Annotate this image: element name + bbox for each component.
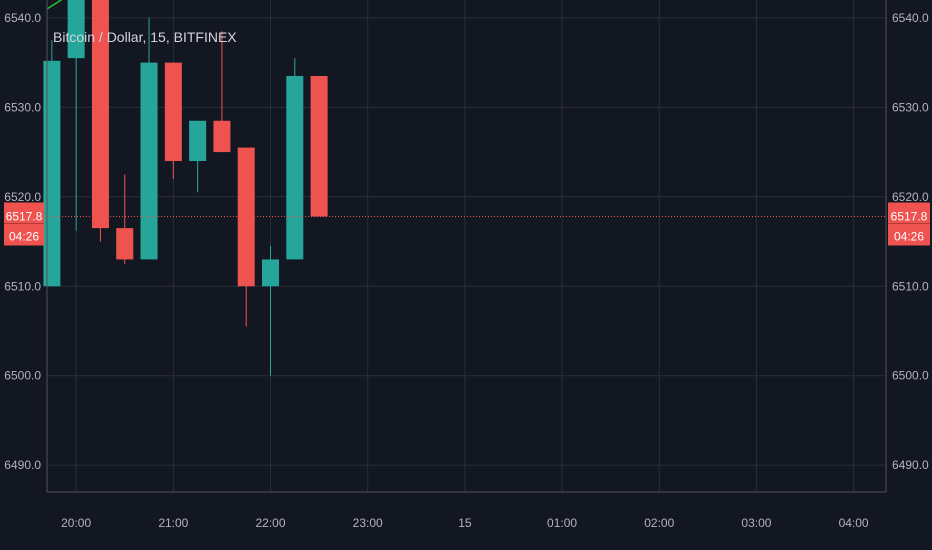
candle-up[interactable] [140, 17, 158, 260]
y-tick-label-right: 6500.0 [892, 369, 929, 383]
candle-body [237, 147, 255, 287]
candle-body [262, 259, 280, 287]
candles[interactable] [43, 0, 328, 376]
candle-down[interactable] [310, 76, 328, 217]
x-tick-label: 20:00 [61, 516, 91, 530]
candle-body [213, 120, 231, 153]
y-tick-label-left: 6490.0 [4, 458, 41, 472]
price-badge-left: 6517.8 04:26 [4, 202, 44, 246]
countdown-label: 04:26 [894, 229, 924, 243]
y-tick-label-left: 6540.0 [4, 11, 41, 25]
candle-up[interactable] [262, 246, 280, 376]
candle-up[interactable] [189, 120, 207, 193]
candle-down[interactable] [213, 31, 231, 153]
candle-body [189, 120, 207, 162]
indicator-line [46, 0, 63, 10]
last-price-label: 6517.8 [891, 209, 928, 223]
grid-lines [47, 0, 886, 492]
x-tick-label: 03:00 [741, 516, 771, 530]
axes: 6490.0 6490.0 6500.0 6500.0 6510.0 6510.0 6520… [4, 0, 929, 530]
candle-body [116, 228, 134, 260]
x-tick-label: 21:00 [158, 516, 188, 530]
candle-body [67, 0, 85, 59]
x-tick-label: 22:00 [256, 516, 286, 530]
y-tick-label-right: 6510.0 [892, 279, 929, 293]
candle-down[interactable] [91, 0, 109, 242]
y-tick-label-right: 6520.0 [892, 190, 929, 204]
candle-body [91, 0, 109, 229]
candle-up[interactable] [286, 58, 304, 260]
candle-body [164, 62, 182, 162]
candle-body [140, 62, 158, 260]
x-tick-label: 02:00 [644, 516, 674, 530]
y-tick-label-left: 6520.0 [4, 190, 41, 204]
y-tick-label-left: 6510.0 [4, 279, 41, 293]
y-tick-label-left: 6500.0 [4, 369, 41, 383]
candle-down[interactable] [164, 62, 182, 179]
price-badge-right: 6517.8 04:26 [888, 202, 930, 246]
candle-up[interactable] [43, 40, 61, 287]
y-tick-label-right: 6540.0 [892, 11, 929, 25]
y-tick-label-right: 6530.0 [892, 100, 929, 114]
candle-body [43, 60, 61, 287]
candle-body [310, 76, 328, 217]
x-tick-label: 23:00 [353, 516, 383, 530]
candle-up[interactable] [67, 0, 85, 231]
x-tick-label: 01:00 [547, 516, 577, 530]
last-price-label: 6517.8 [6, 209, 43, 223]
symbol-title: Bitcoin / Dollar, 15, BITFINEX [53, 29, 237, 45]
price-badges: 6517.8 04:26 6517.8 04:26 [4, 202, 930, 246]
candle-down[interactable] [237, 147, 255, 327]
x-tick-label: 04:00 [839, 516, 869, 530]
y-tick-label-right: 6490.0 [892, 458, 929, 472]
candle-body [286, 76, 304, 260]
indicator-layer [46, 0, 63, 10]
countdown-label: 04:26 [9, 229, 39, 243]
x-tick-label: 15 [458, 516, 472, 530]
y-tick-label-left: 6530.0 [4, 100, 41, 114]
candle-down[interactable] [116, 174, 134, 264]
